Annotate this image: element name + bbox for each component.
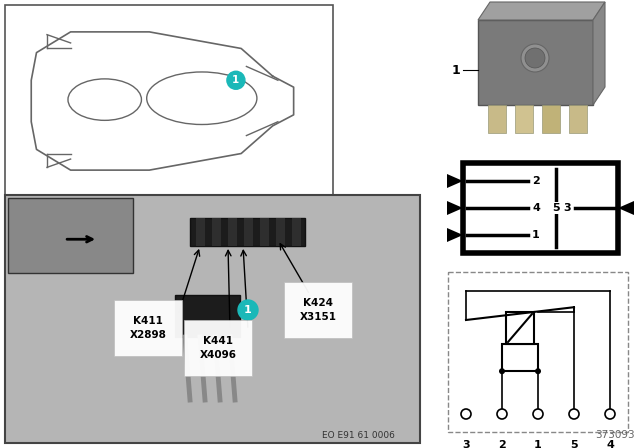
Text: 3: 3 [462, 440, 470, 448]
Polygon shape [447, 201, 463, 215]
Circle shape [461, 409, 471, 419]
Circle shape [227, 71, 245, 89]
Bar [515, 105, 533, 133]
Bar [448, 272, 628, 432]
Text: K411
X2898: K411 X2898 [129, 316, 166, 340]
Circle shape [238, 300, 258, 320]
Circle shape [569, 409, 579, 419]
Circle shape [499, 368, 505, 374]
Text: 1: 1 [534, 440, 542, 448]
Bar [569, 105, 587, 133]
Text: 1: 1 [532, 230, 540, 240]
Text: 2: 2 [498, 440, 506, 448]
Bar [5, 5, 333, 197]
Bar [5, 195, 420, 443]
Circle shape [525, 48, 545, 68]
Text: 4: 4 [606, 440, 614, 448]
Circle shape [533, 409, 543, 419]
Bar [506, 312, 534, 344]
Text: 3: 3 [563, 203, 571, 213]
Circle shape [605, 409, 615, 419]
Bar [292, 218, 301, 246]
Bar [212, 218, 221, 246]
Circle shape [497, 409, 507, 419]
Bar [190, 218, 305, 246]
Polygon shape [478, 2, 605, 20]
Bar [228, 218, 237, 246]
Bar [463, 163, 618, 253]
Polygon shape [447, 174, 463, 188]
Text: 5: 5 [552, 203, 560, 213]
Bar [260, 218, 269, 246]
Bar [196, 218, 205, 246]
Ellipse shape [147, 72, 257, 125]
Polygon shape [447, 228, 463, 242]
Text: K441
X4096: K441 X4096 [200, 336, 237, 360]
Bar [502, 344, 538, 371]
Bar [8, 198, 133, 273]
Bar [542, 105, 560, 133]
Text: 2: 2 [532, 176, 540, 186]
Text: 1: 1 [452, 64, 460, 77]
Text: EO E91 61 0006: EO E91 61 0006 [322, 431, 395, 439]
Text: 1: 1 [232, 75, 239, 85]
Bar [175, 295, 240, 337]
Polygon shape [593, 2, 605, 105]
Text: 1: 1 [244, 305, 252, 315]
Circle shape [521, 44, 549, 72]
Text: 5: 5 [570, 440, 578, 448]
Circle shape [535, 368, 541, 374]
Text: 373093: 373093 [595, 430, 635, 440]
Bar [276, 218, 285, 246]
Ellipse shape [68, 79, 141, 121]
Bar [478, 20, 593, 105]
Polygon shape [618, 201, 634, 215]
Bar [488, 105, 506, 133]
Text: 4: 4 [532, 203, 540, 213]
Text: K424
X3151: K424 X3151 [300, 298, 337, 322]
Bar [244, 218, 253, 246]
